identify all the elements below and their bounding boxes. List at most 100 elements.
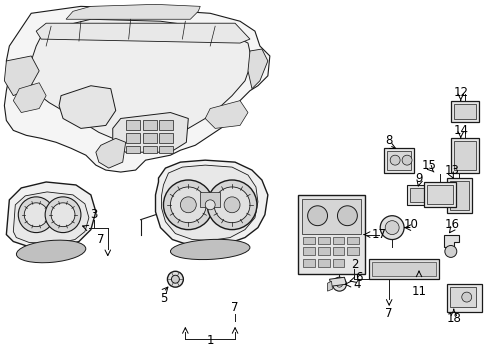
Circle shape (207, 180, 257, 230)
Ellipse shape (17, 240, 86, 263)
Bar (159, 146, 173, 153)
Circle shape (172, 275, 179, 283)
Bar (454, 104, 476, 120)
Bar (298, 195, 366, 274)
Bar (159, 121, 173, 130)
Circle shape (385, 221, 399, 235)
Circle shape (445, 246, 457, 257)
Text: 17: 17 (372, 228, 387, 241)
Polygon shape (327, 281, 333, 291)
Bar (302, 199, 361, 234)
Bar (407, 185, 429, 205)
Polygon shape (155, 160, 268, 246)
Circle shape (51, 203, 75, 227)
Bar (143, 146, 156, 153)
Bar (450, 181, 469, 210)
Bar (159, 133, 173, 143)
Bar (384, 148, 414, 173)
Text: 10: 10 (404, 218, 418, 231)
Polygon shape (162, 165, 258, 240)
Bar (333, 260, 344, 267)
Bar (143, 133, 156, 143)
Polygon shape (66, 4, 200, 19)
Text: 13: 13 (444, 163, 459, 176)
Bar (318, 247, 329, 255)
Polygon shape (13, 83, 46, 113)
Bar (447, 284, 482, 312)
Polygon shape (36, 23, 250, 43)
Circle shape (164, 180, 213, 230)
Circle shape (45, 197, 81, 233)
Text: 16: 16 (444, 218, 459, 231)
Circle shape (462, 292, 472, 302)
Bar (451, 138, 479, 173)
Polygon shape (329, 277, 346, 286)
Bar (347, 237, 359, 244)
Text: 11: 11 (412, 285, 426, 298)
Circle shape (24, 203, 48, 227)
Text: 14: 14 (453, 124, 468, 137)
Circle shape (18, 197, 54, 233)
Text: 4: 4 (354, 278, 361, 291)
Bar (387, 151, 411, 170)
Bar (125, 133, 140, 143)
Bar (424, 182, 456, 207)
Polygon shape (6, 182, 96, 247)
Polygon shape (59, 86, 116, 129)
Bar (125, 146, 140, 153)
Circle shape (308, 206, 327, 226)
Bar (200, 192, 220, 207)
Polygon shape (13, 192, 89, 243)
Text: 1: 1 (206, 334, 214, 347)
Circle shape (390, 155, 400, 165)
Circle shape (333, 277, 346, 291)
Text: 12: 12 (453, 86, 468, 99)
Text: 7: 7 (97, 233, 104, 246)
Bar (333, 247, 344, 255)
Circle shape (402, 155, 412, 165)
Bar (333, 237, 344, 244)
Text: 2: 2 (351, 258, 358, 271)
Bar (347, 247, 359, 255)
Circle shape (205, 200, 215, 210)
Polygon shape (96, 138, 125, 168)
Text: 5: 5 (160, 292, 167, 305)
Circle shape (168, 271, 183, 287)
Bar (427, 185, 453, 204)
Bar (303, 237, 315, 244)
Bar (318, 237, 329, 244)
Circle shape (224, 197, 240, 213)
Text: 18: 18 (446, 312, 461, 325)
Text: 7: 7 (386, 307, 393, 320)
Bar (303, 247, 315, 255)
Polygon shape (113, 113, 188, 152)
Bar (372, 262, 436, 276)
Text: 9: 9 (415, 171, 423, 185)
Ellipse shape (171, 239, 250, 260)
Bar (143, 121, 156, 130)
Bar (318, 260, 329, 267)
Bar (450, 287, 476, 307)
Bar (303, 260, 315, 267)
Text: 8: 8 (386, 134, 393, 147)
Polygon shape (29, 19, 252, 140)
Circle shape (214, 187, 250, 223)
Polygon shape (205, 100, 248, 129)
Polygon shape (248, 49, 268, 89)
Bar (369, 260, 439, 279)
Text: 7: 7 (231, 301, 239, 314)
Circle shape (380, 216, 404, 239)
Polygon shape (4, 6, 270, 172)
Bar (447, 178, 472, 213)
Text: 15: 15 (421, 159, 437, 172)
Bar (454, 141, 476, 170)
Polygon shape (444, 235, 459, 247)
Circle shape (180, 197, 196, 213)
Text: 6: 6 (356, 271, 363, 284)
Bar (451, 100, 479, 122)
Circle shape (171, 187, 206, 223)
Bar (125, 121, 140, 130)
Bar (410, 188, 426, 202)
Text: 3: 3 (90, 208, 98, 221)
Polygon shape (4, 56, 39, 96)
